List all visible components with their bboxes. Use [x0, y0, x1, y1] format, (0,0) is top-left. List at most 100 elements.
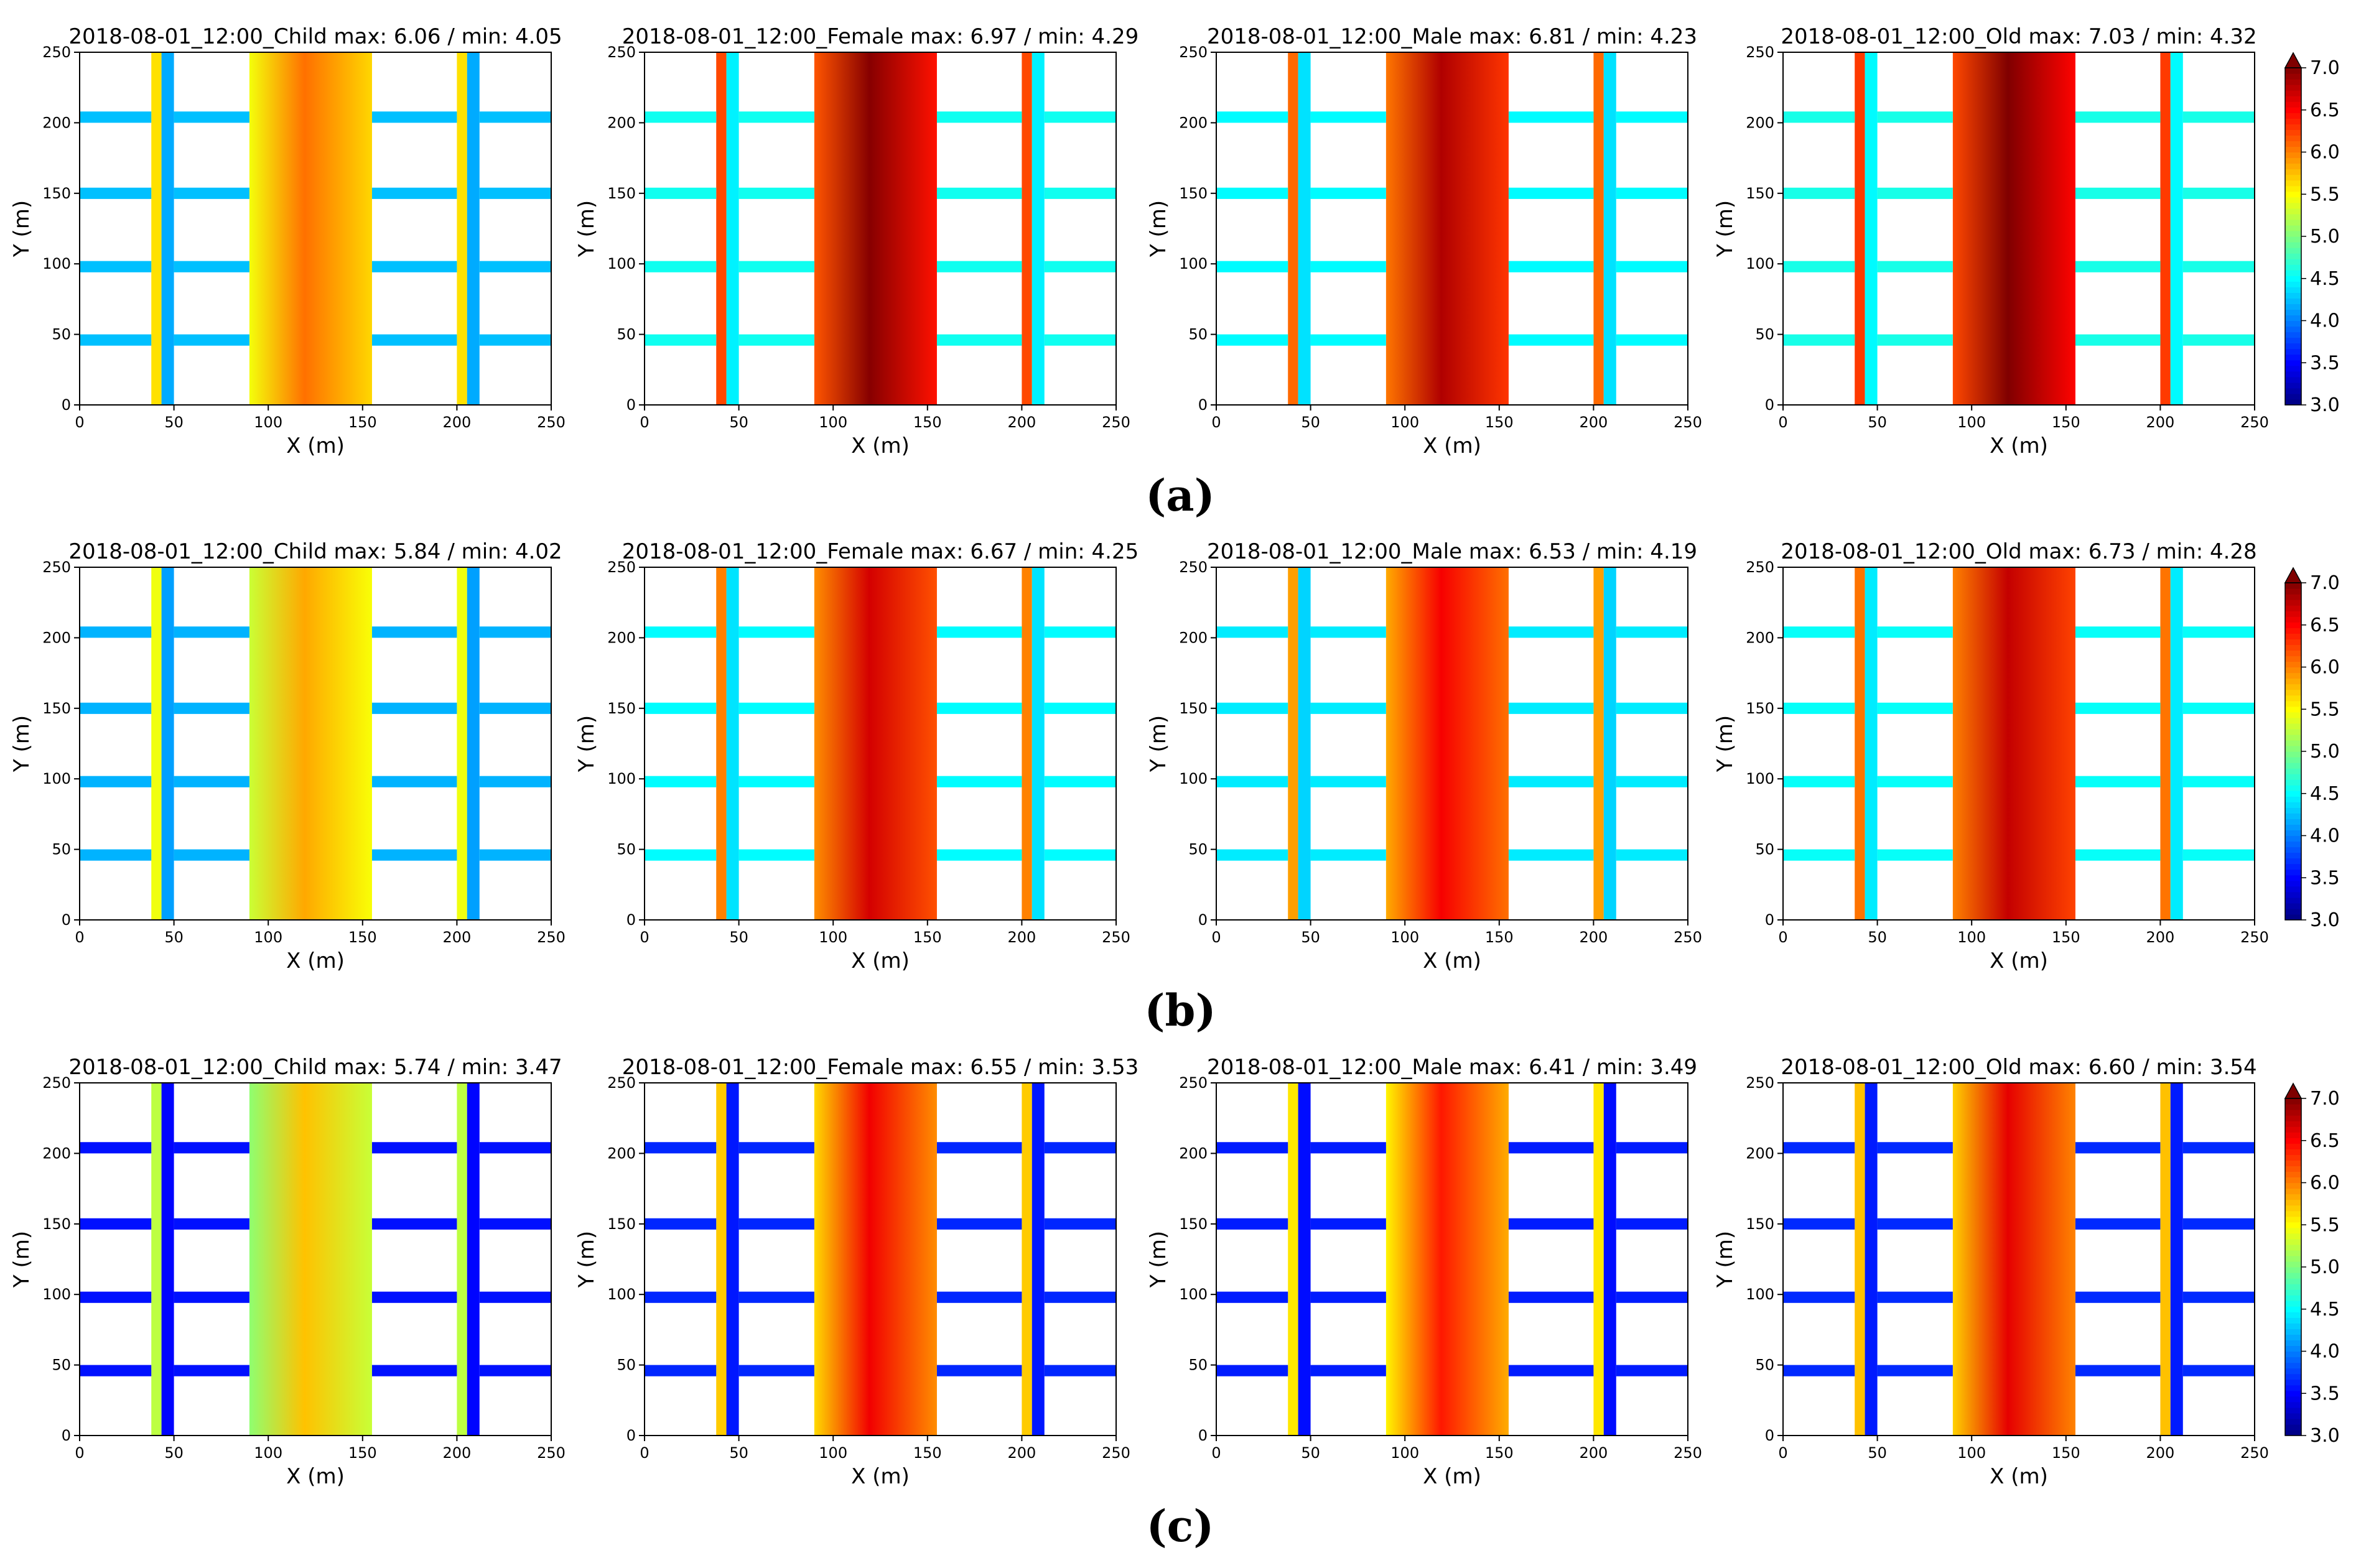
- horizontal-street-cell: [1616, 702, 1688, 714]
- y-tick-label: 150: [1746, 185, 1774, 202]
- horizontal-street-cell: [479, 187, 551, 199]
- row-label-b: (b): [1144, 985, 1216, 1036]
- colorbar-segment: [2285, 1182, 2301, 1189]
- colorbar-segment: [2285, 633, 2301, 639]
- colorbar-segment: [2285, 667, 2301, 674]
- vertical-street-hot-cell: [1288, 52, 1298, 405]
- colorbars: 3.0 3.5 4.0 4.5 5.0 5.5 6.0 6.5 7.0 3.0 3.5 4.0 4.5 5…: [2284, 52, 2340, 1447]
- x-tick-label: 100: [1390, 1444, 1419, 1462]
- heatmap-panel-2-1: 0 50 100 150 200 250 0 50 100 150 200 250 X (m) Y (m)…: [574, 1055, 1139, 1489]
- colorbar-tick-label: 7.0: [2310, 1088, 2340, 1110]
- colorbar-segment: [2285, 1379, 2301, 1386]
- colorbar-segment: [2285, 113, 2301, 119]
- horizontal-street-cell: [174, 702, 249, 714]
- colorbar-segment: [2285, 68, 2301, 74]
- colorbar-segment: [2285, 628, 2301, 634]
- horizontal-street-cell: [174, 111, 249, 123]
- y-tick-label: 0: [62, 911, 71, 929]
- horizontal-street-cell: [479, 849, 551, 861]
- x-tick-label: 250: [1102, 414, 1130, 431]
- x-tick-label: 0: [640, 1444, 649, 1462]
- horizontal-street-cell: [2075, 334, 2161, 346]
- y-tick-label: 200: [42, 1144, 71, 1162]
- y-tick-label: 200: [607, 114, 636, 131]
- horizontal-street-cell: [738, 702, 814, 714]
- horizontal-street-cell: [1783, 702, 1855, 714]
- colorbar-segment: [2285, 1418, 2301, 1425]
- vertical-street-hot-cell: [1022, 52, 1032, 405]
- colorbar-segment: [2285, 185, 2301, 192]
- colorbar-segment: [2285, 1351, 2301, 1358]
- x-axis-label: X (m): [851, 949, 910, 973]
- colorbar-segment: [2285, 253, 2301, 259]
- colorbar-segment: [2285, 616, 2301, 623]
- colorbar-segment: [2285, 191, 2301, 198]
- colorbar-segment: [2285, 219, 2301, 226]
- horizontal-street-cell: [371, 187, 457, 199]
- horizontal-street-cell: [1783, 776, 1855, 787]
- horizontal-street-cell: [1310, 111, 1386, 123]
- horizontal-street-cell: [1783, 111, 1855, 123]
- y-tick-label: 50: [617, 1357, 636, 1374]
- colorbar-segment: [2285, 639, 2301, 645]
- x-tick-label: 200: [442, 929, 471, 946]
- horizontal-street-cell: [174, 1218, 249, 1230]
- y-tick-label: 0: [626, 1427, 636, 1444]
- colorbar-tick-label: 6.5: [2310, 615, 2340, 636]
- x-tick-label: 100: [1390, 929, 1419, 946]
- horizontal-street-cell: [80, 702, 152, 714]
- panel-title: 2018-08-01_12:00_Old max: 6.60 / min: 3.…: [1781, 1055, 2256, 1080]
- horizontal-street-cell: [1877, 1142, 1953, 1154]
- panel-title: 2018-08-01_12:00_Old max: 6.73 / min: 4.…: [1781, 539, 2256, 564]
- vertical-street-cell: [161, 1083, 174, 1436]
- colorbar-1: 3.0 3.5 4.0 4.5 5.0 5.5 6.0 6.5 7.0: [2284, 567, 2340, 931]
- vertical-street-hot-cell: [151, 1083, 162, 1436]
- horizontal-street-cell: [80, 187, 152, 199]
- horizontal-street-cell: [174, 776, 249, 787]
- y-tick-label: 250: [607, 1074, 636, 1092]
- y-axis-label: Y (m): [574, 200, 599, 257]
- horizontal-street-cell: [371, 334, 457, 346]
- horizontal-street-cell: [174, 334, 249, 346]
- horizontal-street-cell: [1783, 1218, 1855, 1230]
- x-axis-label: X (m): [851, 434, 910, 458]
- colorbar-segment: [2285, 101, 2301, 108]
- colorbar-segment: [2285, 1373, 2301, 1380]
- y-tick-label: 50: [617, 841, 636, 858]
- colorbar-segment: [2285, 706, 2301, 713]
- colorbar-segment: [2285, 382, 2301, 389]
- x-tick-label: 0: [75, 1444, 84, 1462]
- horizontal-street-cell: [174, 1291, 249, 1303]
- colorbar-segment: [2285, 1210, 2301, 1217]
- colorbar-tick-label: 4.5: [2310, 783, 2340, 805]
- colorbar-segment: [2285, 264, 2301, 271]
- x-tick-label: 150: [348, 929, 377, 946]
- vertical-street-hot-cell: [151, 567, 162, 920]
- x-tick-label: 100: [819, 414, 847, 431]
- heatmap-panel-0-2: 0 50 100 150 200 250 0 50 100 150 200 250 X (m) Y (m)…: [1146, 24, 1702, 458]
- heatmap-panel-1-0: 0 50 100 150 200 250 0 50 100 150 200 250 X (m) Y (m)…: [9, 539, 566, 973]
- y-tick-label: 100: [1179, 770, 1208, 787]
- heatmap-panel-2-0: 0 50 100 150 200 250 0 50 100 150 200 250 X (m) Y (m)…: [9, 1055, 566, 1489]
- colorbar-segment: [2285, 791, 2301, 797]
- colorbar-segment: [2285, 163, 2301, 170]
- colorbar-segment: [2285, 399, 2301, 406]
- axes-frame: [1216, 52, 1688, 406]
- x-tick-label: 150: [2052, 414, 2080, 431]
- x-tick-label: 100: [254, 929, 282, 946]
- x-tick-label: 0: [1211, 1444, 1221, 1462]
- vertical-street-hot-cell: [1855, 52, 1865, 405]
- colorbar-tick-label: 6.5: [2310, 1130, 2340, 1152]
- colorbar-tick-label: 3.0: [2310, 394, 2340, 416]
- y-tick-label: 200: [607, 1144, 636, 1162]
- colorbar-segment: [2285, 880, 2301, 887]
- x-axis-label: X (m): [1990, 949, 2048, 973]
- colorbar-segment: [2285, 886, 2301, 893]
- horizontal-street-cell: [2075, 702, 2161, 714]
- horizontal-street-cell: [479, 111, 551, 123]
- horizontal-street-cell: [645, 626, 717, 638]
- colorbar-segment: [2285, 124, 2301, 130]
- colorbar-segment: [2285, 298, 2301, 304]
- x-tick-label: 200: [1007, 929, 1036, 946]
- horizontal-street-cell: [1877, 334, 1953, 346]
